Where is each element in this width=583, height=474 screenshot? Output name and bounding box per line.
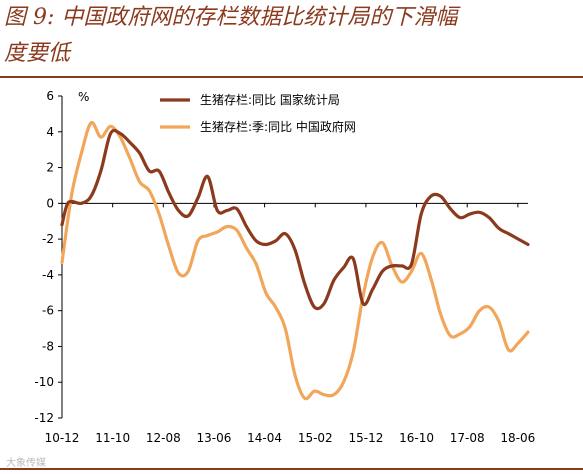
x-tick-label: 18-06 <box>500 431 535 445</box>
bottom-divider <box>0 468 583 470</box>
legend-label: 生猪存栏:同比 国家统计局 <box>200 92 340 107</box>
x-tick-label: 14-04 <box>247 431 282 445</box>
x-tick-label: 11-10 <box>95 431 130 445</box>
x-tick-label: 15-02 <box>298 431 333 445</box>
axis-layer: 6 4 2 0 -2 -4 -6 -8 -10 -12 10-12 11-10 12-08 13-06 14… <box>34 89 535 445</box>
x-tick-label: 16-10 <box>399 431 434 445</box>
series-layer <box>60 121 530 401</box>
y-tick-label: 0 <box>46 196 54 210</box>
chart-title-line1: 图 9: 中国政府网的存栏数据比统计局的下滑幅 <box>4 5 458 30</box>
legend-label: 生猪存栏:季:同比 中国政府网 <box>200 119 356 134</box>
watermark-logo: 大象传媒 <box>6 454 46 469</box>
x-tick-label: 10-12 <box>45 431 80 445</box>
y-tick-label: -6 <box>42 304 54 318</box>
y-tick-label: 2 <box>46 161 54 175</box>
y-tick-label: 4 <box>46 125 54 139</box>
y-tick-label: -2 <box>42 232 54 246</box>
series-line-nbs <box>60 128 530 311</box>
y-unit-label: % <box>78 90 89 104</box>
series-line-gov <box>60 121 530 401</box>
y-tick-label: -12 <box>34 411 54 425</box>
y-tick-label: -4 <box>42 268 54 282</box>
chart-title-line2: 度要低 <box>4 41 71 66</box>
x-tick-label: 17-08 <box>450 431 485 445</box>
watermark-text: 大象传媒 <box>6 458 46 469</box>
title-divider <box>0 76 583 78</box>
y-tick-label: -8 <box>42 339 54 353</box>
y-tick-label: 6 <box>46 89 54 103</box>
y-tick-label: -10 <box>34 375 54 389</box>
line-chart: 6 4 2 0 -2 -4 -6 -8 -10 -12 10-12 11-10 12-08 13-06 14… <box>34 89 535 445</box>
x-tick-label: 15-12 <box>348 431 383 445</box>
x-tick-label: 12-08 <box>146 431 181 445</box>
x-tick-label: 13-06 <box>197 431 232 445</box>
